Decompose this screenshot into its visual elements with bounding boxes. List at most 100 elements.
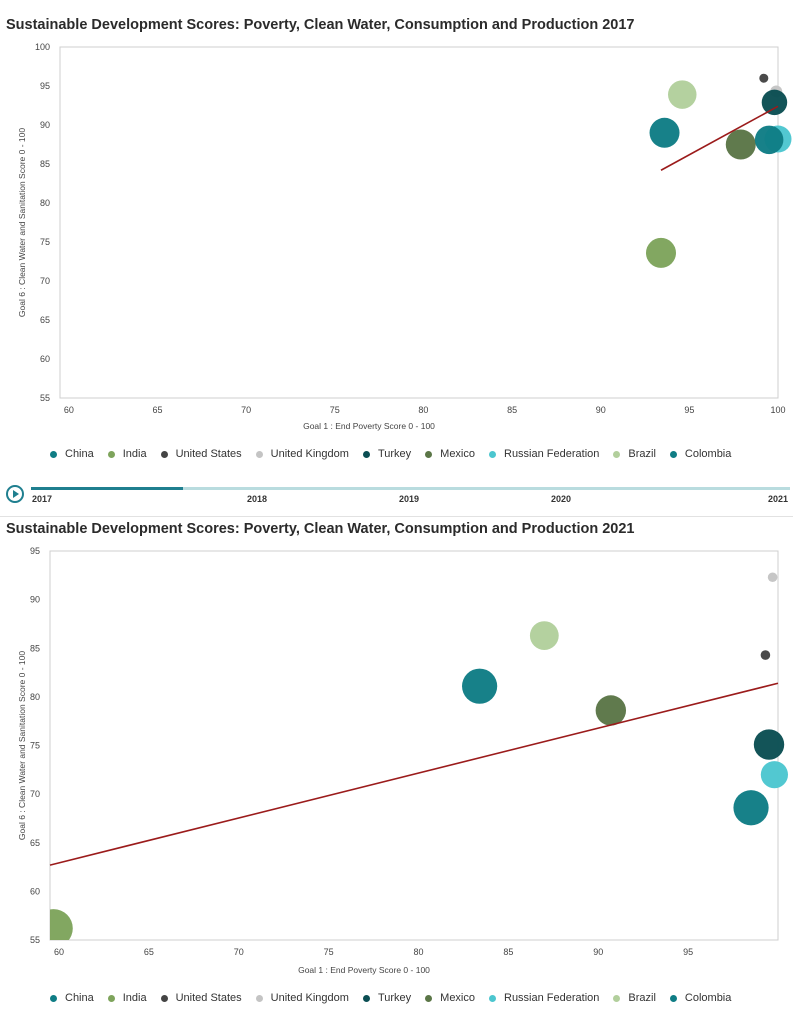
y-tick-label: 75 bbox=[40, 237, 50, 247]
plot-frame bbox=[49, 550, 779, 941]
legend-item-turkey[interactable]: Turkey bbox=[362, 992, 412, 1004]
legend-item-brazil[interactable]: Brazil bbox=[613, 992, 656, 1004]
bubble-india[interactable] bbox=[34, 909, 73, 947]
legend-label: Mexico bbox=[440, 448, 475, 460]
legend-marker-icon bbox=[362, 994, 370, 1002]
legend-marker-icon bbox=[107, 994, 115, 1002]
timeline-year-2018[interactable]: 2018 bbox=[247, 494, 268, 504]
play-icon bbox=[13, 490, 19, 498]
x-tick-label: 60 bbox=[54, 947, 64, 957]
legend-item-mexico[interactable]: Mexico bbox=[425, 992, 475, 1004]
plot-frame bbox=[59, 46, 779, 399]
legend-marker-icon bbox=[362, 450, 370, 458]
bubble-russian-federation[interactable] bbox=[760, 761, 789, 789]
bubble-china[interactable] bbox=[649, 117, 680, 148]
chart-1-plot: 55 60 65 70 75 80 85 90 95 100 60 65 70 75 80 85 90 95 100… bbox=[17, 42, 792, 431]
x-axis-label: Goal 1 : End Poverty Score 0 - 100 bbox=[298, 965, 430, 975]
legend-item-united-kingdom[interactable]: United Kingdom bbox=[255, 992, 349, 1004]
legend-item-turkey[interactable]: Turkey bbox=[362, 448, 412, 460]
legend-label: India bbox=[122, 992, 147, 1004]
legend-label: China bbox=[65, 992, 94, 1004]
bubble-mexico[interactable] bbox=[595, 695, 627, 726]
legend-item-china[interactable]: China bbox=[50, 448, 94, 460]
x-tick-label: 100 bbox=[770, 405, 785, 415]
legend-item-russian-federation[interactable]: Russian Federation bbox=[489, 448, 599, 460]
y-tick-label: 65 bbox=[40, 315, 50, 325]
chart-2-title: Sustainable Development Scores: Poverty,… bbox=[6, 521, 635, 537]
legend-item-united-kingdom[interactable]: United Kingdom bbox=[255, 448, 349, 460]
timeline-progress bbox=[31, 487, 183, 490]
bubble-india[interactable] bbox=[645, 237, 676, 268]
bubble-colombia[interactable] bbox=[462, 668, 498, 704]
y-tick-label: 75 bbox=[30, 741, 40, 751]
y-tick-label: 65 bbox=[30, 838, 40, 848]
bubble-mexico[interactable] bbox=[725, 129, 756, 160]
timeline-year-2021[interactable]: 2021 bbox=[768, 494, 789, 504]
bubble-turkey[interactable] bbox=[761, 89, 788, 116]
legend-marker-icon bbox=[669, 450, 677, 458]
x-tick-label: 80 bbox=[413, 947, 423, 957]
bubble-turkey[interactable] bbox=[753, 729, 785, 760]
y-tick-label: 95 bbox=[40, 81, 50, 91]
y-tick-label: 100 bbox=[35, 42, 50, 52]
legend-marker-icon bbox=[160, 994, 168, 1002]
bubble-colombia[interactable] bbox=[754, 125, 784, 155]
x-tick-label: 60 bbox=[64, 405, 74, 415]
legend-marker-icon bbox=[489, 994, 496, 1002]
legend-marker-icon bbox=[255, 450, 263, 458]
x-tick-label: 95 bbox=[684, 405, 694, 415]
bubble-united-states[interactable] bbox=[759, 73, 769, 83]
legend-item-india[interactable]: India bbox=[107, 992, 147, 1004]
timeline-year-2019[interactable]: 2019 bbox=[399, 494, 420, 504]
legend-label: China bbox=[65, 448, 94, 460]
legend-label: United States bbox=[175, 448, 242, 460]
y-tick-label: 85 bbox=[30, 643, 40, 653]
timeline-year-2017[interactable]: 2017 bbox=[32, 494, 53, 504]
legend-item-mexico[interactable]: Mexico bbox=[425, 448, 475, 460]
legend-label: Colombia bbox=[684, 992, 732, 1004]
legend-item-colombia[interactable]: Colombia bbox=[669, 992, 732, 1004]
legend-item-russian-federation[interactable]: Russian Federation bbox=[489, 992, 599, 1004]
legend-marker-icon bbox=[425, 450, 433, 458]
bubble-united-states[interactable] bbox=[760, 650, 771, 660]
x-tick-label: 70 bbox=[241, 405, 251, 415]
year-timeline: 2017 2018 2019 2020 2021 bbox=[0, 484, 793, 514]
legend-item-united-states[interactable]: United States bbox=[160, 992, 242, 1004]
y-axis-label: Goal 6 : Clean Water and Sanitation Scor… bbox=[17, 128, 27, 317]
legend-item-china[interactable]: China bbox=[50, 992, 94, 1004]
legend-label: Russian Federation bbox=[504, 992, 600, 1004]
legend-label: Turkey bbox=[377, 448, 412, 460]
y-tick-label: 70 bbox=[30, 789, 40, 799]
x-tick-label: 85 bbox=[503, 947, 513, 957]
chart-1-legend: China India United States United Kingdom Tur… bbox=[50, 448, 745, 460]
bubble-china[interactable] bbox=[733, 790, 769, 826]
y-tick-label: 90 bbox=[40, 120, 50, 130]
play-button[interactable] bbox=[6, 485, 24, 503]
x-tick-label: 75 bbox=[330, 405, 340, 415]
y-tick-label: 60 bbox=[40, 354, 50, 364]
x-tick-label: 75 bbox=[324, 947, 334, 957]
legend-marker-icon bbox=[160, 450, 168, 458]
bubble-brazil[interactable] bbox=[668, 80, 697, 109]
bubble-brazil[interactable] bbox=[529, 621, 559, 651]
legend-item-colombia[interactable]: Colombia bbox=[669, 448, 731, 460]
legend-label: Turkey bbox=[377, 992, 412, 1004]
x-axis-label: Goal 1 : End Poverty Score 0 - 100 bbox=[303, 421, 435, 431]
timeline-year-2020[interactable]: 2020 bbox=[551, 494, 572, 504]
legend-item-india[interactable]: India bbox=[107, 448, 147, 460]
legend-marker-icon bbox=[425, 994, 433, 1002]
bubble-united-kingdom[interactable] bbox=[767, 572, 778, 583]
legend-item-brazil[interactable]: Brazil bbox=[613, 448, 656, 460]
chart-1-title: Sustainable Development Scores: Poverty,… bbox=[6, 17, 635, 33]
x-tick-label: 65 bbox=[152, 405, 162, 415]
legend-label: Russian Federation bbox=[504, 448, 600, 460]
x-tick-label: 90 bbox=[596, 405, 606, 415]
x-tick-label: 70 bbox=[234, 947, 244, 957]
x-tick-label: 80 bbox=[418, 405, 428, 415]
chart-2-legend: China India United States United Kingdom Tur… bbox=[50, 992, 745, 1004]
timeline-track[interactable] bbox=[31, 487, 790, 490]
y-tick-label: 85 bbox=[40, 159, 50, 169]
legend-label: Brazil bbox=[628, 448, 656, 460]
legend-item-united-states[interactable]: United States bbox=[160, 448, 242, 460]
legend-marker-icon bbox=[669, 994, 677, 1002]
